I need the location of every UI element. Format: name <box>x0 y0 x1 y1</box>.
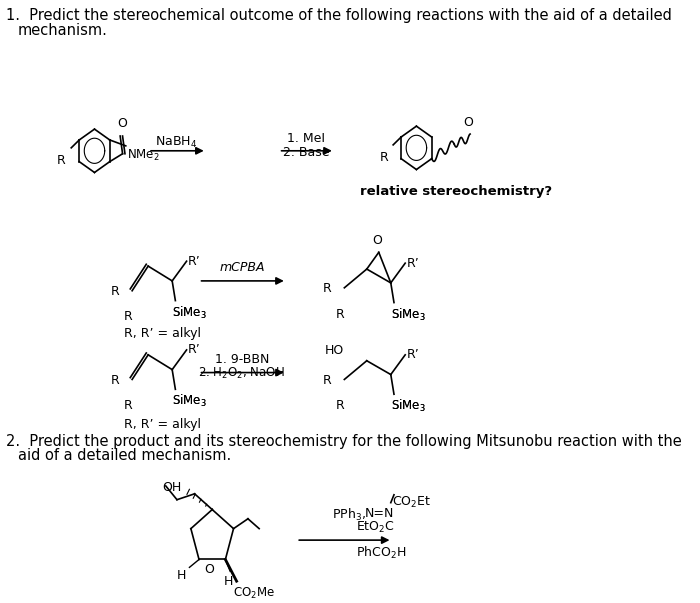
Text: EtO$_2$C: EtO$_2$C <box>356 519 396 534</box>
Text: R: R <box>380 151 389 164</box>
Text: R: R <box>124 399 132 412</box>
Text: mCPBA: mCPBA <box>219 261 265 274</box>
Text: OH: OH <box>162 481 182 494</box>
Text: R: R <box>336 308 344 321</box>
Text: R’: R’ <box>407 349 419 361</box>
Text: N=N: N=N <box>365 507 393 520</box>
Text: 2.  Predict the product and its stereochemistry for the following Mitsunobu reac: 2. Predict the product and its stereoche… <box>6 434 682 449</box>
Text: O: O <box>463 116 473 128</box>
Text: R: R <box>124 311 132 323</box>
Text: O: O <box>372 234 382 247</box>
Text: SiMe$_3$: SiMe$_3$ <box>391 306 426 323</box>
Text: PPh$_3$,: PPh$_3$, <box>332 507 366 523</box>
Text: SiMe$_3$: SiMe$_3$ <box>391 306 426 323</box>
Text: mechanism.: mechanism. <box>18 23 108 37</box>
Text: R: R <box>111 374 119 387</box>
Text: SiMe$_3$: SiMe$_3$ <box>172 305 207 321</box>
Text: CO$_2$Et: CO$_2$Et <box>393 495 431 510</box>
Text: R’: R’ <box>407 257 419 270</box>
Text: R’: R’ <box>188 343 201 356</box>
Text: SiMe$_3$: SiMe$_3$ <box>172 305 207 321</box>
Text: 1. 9-BBN: 1. 9-BBN <box>215 353 269 366</box>
Text: H: H <box>176 569 186 582</box>
Text: R: R <box>323 374 332 387</box>
Text: R: R <box>57 154 66 167</box>
Text: PhCO$_2$H: PhCO$_2$H <box>356 545 407 561</box>
Text: R: R <box>111 285 119 298</box>
Text: R: R <box>323 282 332 295</box>
Text: SiMe$_3$: SiMe$_3$ <box>172 393 207 409</box>
Text: HO: HO <box>325 344 344 358</box>
Text: 2. H$_2$O$_2$, NaOH: 2. H$_2$O$_2$, NaOH <box>199 365 285 380</box>
Text: R: R <box>336 399 344 412</box>
Text: O: O <box>204 563 214 576</box>
Text: aid of a detailed mechanism.: aid of a detailed mechanism. <box>18 449 231 464</box>
Text: SiMe$_3$: SiMe$_3$ <box>172 393 207 409</box>
Text: NaBH$_4$: NaBH$_4$ <box>155 135 197 150</box>
Text: CO$_2$Me: CO$_2$Me <box>232 586 274 601</box>
Text: R, R’ = alkyl: R, R’ = alkyl <box>124 418 201 431</box>
Text: O: O <box>118 117 127 130</box>
Text: 2. Base: 2. Base <box>283 146 329 159</box>
Text: NMe$_2$: NMe$_2$ <box>127 148 160 163</box>
Text: R’: R’ <box>188 254 201 268</box>
Text: 1. MeI: 1. MeI <box>287 132 325 145</box>
Text: R, R’ = alkyl: R, R’ = alkyl <box>124 327 201 340</box>
Text: relative stereochemistry?: relative stereochemistry? <box>360 185 552 198</box>
Text: 1.  Predict the stereochemical outcome of the following reactions with the aid o: 1. Predict the stereochemical outcome of… <box>6 8 672 23</box>
Text: H: H <box>224 575 233 589</box>
Text: SiMe$_3$: SiMe$_3$ <box>391 398 426 414</box>
Text: SiMe$_3$: SiMe$_3$ <box>391 398 426 414</box>
